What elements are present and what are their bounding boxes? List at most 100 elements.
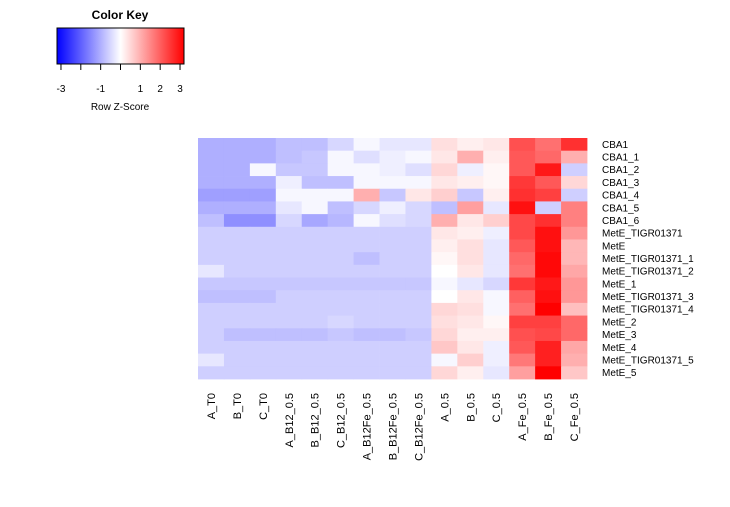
heatmap-cell [301,138,329,152]
heatmap-cell [431,353,458,367]
column-label: B_Fe_0.5 [543,393,555,441]
heatmap-cell [483,302,510,316]
heatmap-cell [223,290,251,304]
heatmap-cell [561,226,588,240]
heatmap-cell [249,353,277,367]
heatmap-cell [353,366,380,380]
color-key-tick-label: 1 [138,84,144,95]
heatmap-cell [327,290,354,304]
column-label: A_0.5 [439,393,451,422]
heatmap-cell [327,340,354,355]
heatmap-cell [379,366,406,380]
heatmap-cell [509,201,536,215]
heatmap-cell [379,138,406,152]
heatmap-cell [275,328,303,342]
heatmap-cell [431,340,458,355]
heatmap-cell [509,214,536,228]
column-label: A_T0 [206,393,218,419]
heatmap-cell [198,188,225,202]
row-label: MetE_TIGR01371_2 [602,267,694,278]
heatmap-cell [198,252,225,266]
heatmap-cell [327,138,354,152]
heatmap-cell [275,163,303,177]
heatmap-cell [275,290,303,304]
heatmap-cell [249,340,277,355]
heatmap-cell [457,138,484,152]
heatmap-cell [483,277,510,291]
heatmap-cell [353,176,380,190]
heatmap-cell [198,163,225,177]
heatmap-cell [379,315,406,329]
heatmap-cell [561,264,588,278]
heatmap-cell [561,138,588,152]
color-key-gradient [56,27,185,65]
heatmap-cell [249,214,277,228]
heatmap-cell [509,290,536,304]
heatmap-cell [301,150,329,164]
heatmap-cell [223,239,251,253]
heatmap-cell [483,214,510,228]
color-key-xlabel: Row Z-Score [91,102,150,113]
heatmap-cell [223,264,251,278]
heatmap-cell [405,264,432,278]
heatmap-cell [379,252,406,266]
heatmap-cell [509,176,536,190]
heatmap-cell [561,150,588,164]
heatmap-cell [535,366,562,380]
row-label: MetE_TIGR01371 [602,229,683,240]
heatmap-cell [457,328,484,342]
heatmap-cell [431,366,458,380]
heatmap-cell [483,201,510,215]
heatmap-cell [275,138,303,152]
row-label: CBA1_4 [602,191,640,202]
heatmap-cell [223,176,251,190]
heatmap-cell [327,150,354,164]
heatmap-cell [198,239,225,253]
heatmap-cell [249,252,277,266]
heatmap-cell [509,366,536,380]
row-label: MetE_TIGR01371_1 [602,254,694,265]
heatmap-cell [223,277,251,291]
heatmap-cell [353,252,380,266]
heatmap-cell [379,277,406,291]
heatmap-cell [275,277,303,291]
heatmap-cells [198,138,588,380]
heatmap-cell [249,163,277,177]
heatmap-cell [431,176,458,190]
column-label: C_B12_0.5 [336,393,348,448]
column-label: B_B12_0.5 [310,393,322,447]
heatmap-cell [561,201,588,215]
heatmap-cell [249,302,277,316]
row-label: MetE_3 [602,330,637,341]
heatmap-cell [457,226,484,240]
heatmap-cell [223,138,251,152]
column-label: C_Fe_0.5 [569,393,581,441]
heatmap-cell [561,239,588,253]
heatmap-cell [457,315,484,329]
heatmap-cell [509,328,536,342]
heatmap-cell [301,302,329,316]
heatmap-cell [561,277,588,291]
row-label: CBA1_6 [602,216,640,227]
heatmap-cell [483,264,510,278]
heatmap-cell [379,328,406,342]
heatmap-cell [249,366,277,380]
heatmap-cell [223,150,251,164]
heatmap-cell [249,176,277,190]
heatmap-cell [249,150,277,164]
heatmap-cell [353,214,380,228]
heatmap-cell [249,290,277,304]
heatmap-cell [457,188,484,202]
row-label: MetE [602,241,626,252]
heatmap-cell [275,214,303,228]
heatmap-cell [301,353,329,367]
heatmap-cell [457,176,484,190]
heatmap-cell [327,302,354,316]
heatmap-cell [198,201,225,215]
heatmap-cell [509,150,536,164]
heatmap-cell [405,201,432,215]
heatmap-cell [327,252,354,266]
heatmap-cell [431,302,458,316]
heatmap-cell [301,163,329,177]
